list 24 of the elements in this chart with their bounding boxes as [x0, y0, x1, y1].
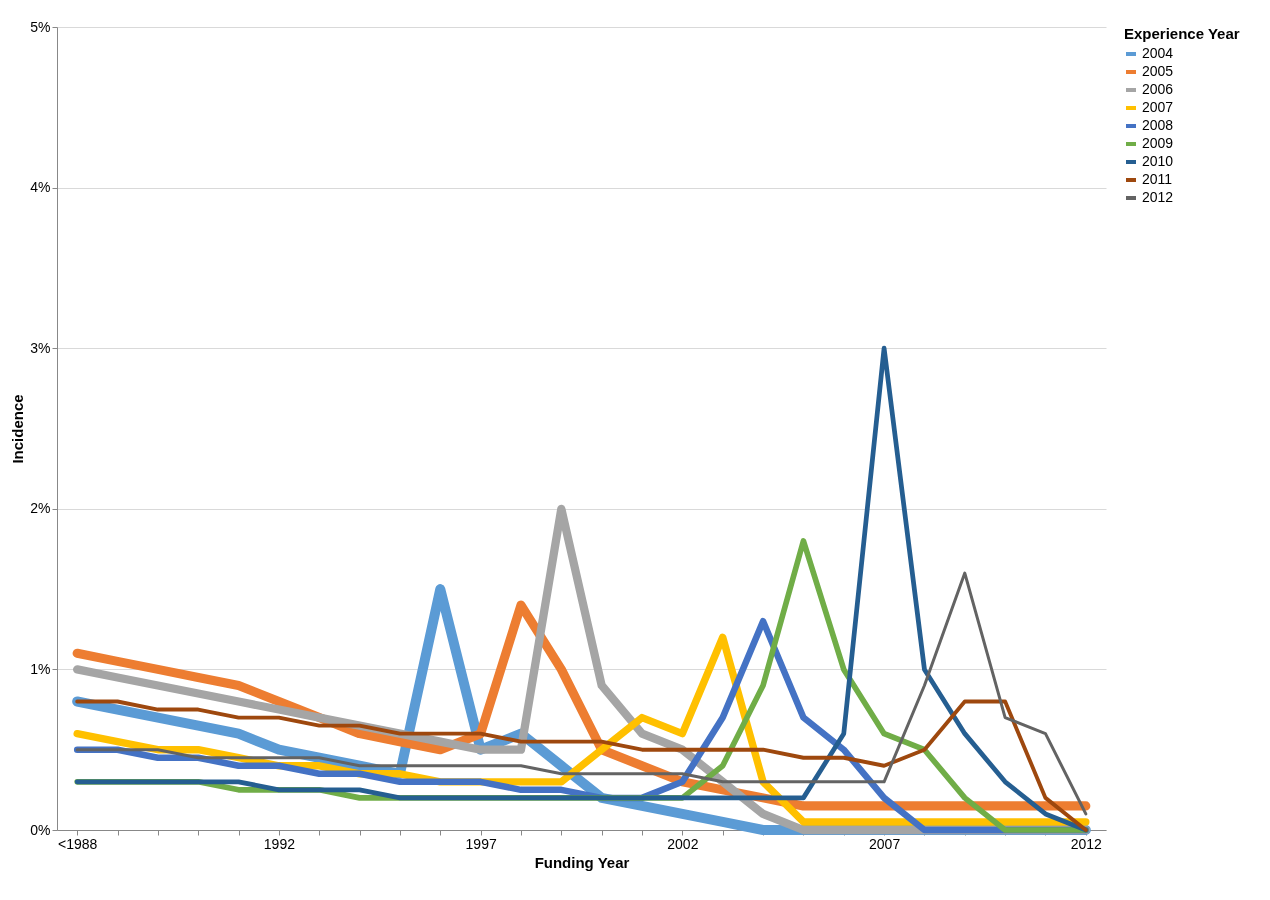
y-tick-label: 1%	[30, 660, 51, 677]
y-tick-label: 3%	[30, 339, 51, 356]
x-tick-label: 1992	[263, 835, 296, 852]
x-axis-title: Funding Year	[534, 853, 630, 871]
legend-title: Experience Year	[1124, 25, 1240, 42]
y-tick-label: 0%	[30, 821, 51, 838]
x-tick-label: 2012	[1070, 835, 1103, 852]
x-tick-label: <1988	[58, 835, 98, 852]
x-tick-label: 1997	[465, 835, 497, 852]
legend-label: 2007	[1142, 99, 1174, 115]
x-tick-label: 2007	[869, 835, 901, 852]
legend-label: 2010	[1142, 153, 1174, 169]
legend-label: 2011	[1142, 171, 1173, 187]
y-tick-label: 4%	[30, 179, 51, 196]
legend-label: 2004	[1142, 45, 1174, 61]
legend-label: 2005	[1142, 63, 1174, 79]
y-tick-label: 5%	[30, 18, 51, 35]
legend-label: 2012	[1142, 189, 1174, 205]
y-tick-label: 2%	[30, 500, 51, 517]
x-tick-label: 2002	[667, 835, 699, 852]
legend-label: 2009	[1142, 135, 1174, 151]
legend-label: 2008	[1142, 117, 1174, 133]
y-axis-title: Incidence	[9, 394, 27, 464]
legend-label: 2006	[1142, 81, 1174, 97]
